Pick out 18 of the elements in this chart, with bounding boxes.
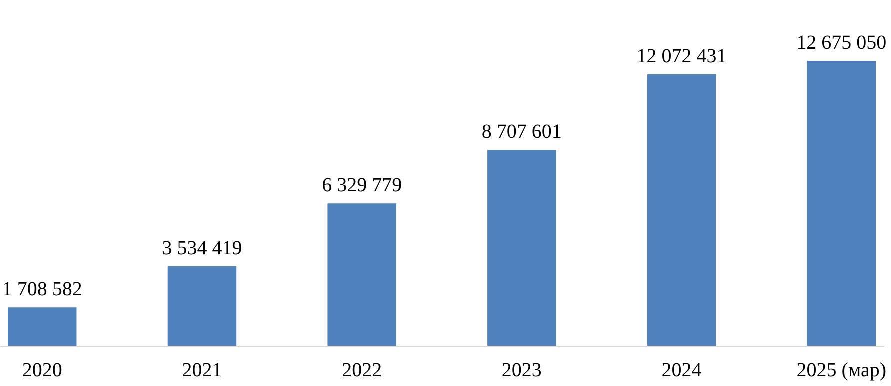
bar [807, 61, 876, 346]
bar [8, 308, 77, 346]
data-label: 8 707 601 [482, 121, 562, 144]
x-tick-label: 2025 (мар) [796, 360, 886, 382]
bar [328, 204, 396, 346]
data-label: 1 708 582 [2, 278, 82, 301]
x-tick-label: 2022 [342, 360, 382, 382]
bar [488, 150, 556, 346]
x-tick-label: 2023 [502, 360, 542, 382]
data-label: 3 534 419 [162, 238, 242, 260]
data-label: 12 072 431 [636, 46, 727, 68]
bar [168, 266, 237, 346]
x-tick-label: 2021 [182, 360, 222, 382]
x-tick-label: 2024 [662, 360, 702, 382]
bar [647, 74, 716, 346]
data-label: 6 329 779 [322, 174, 402, 197]
x-tick-label: 2020 [22, 360, 62, 382]
data-label: 12 675 050 [796, 32, 887, 54]
